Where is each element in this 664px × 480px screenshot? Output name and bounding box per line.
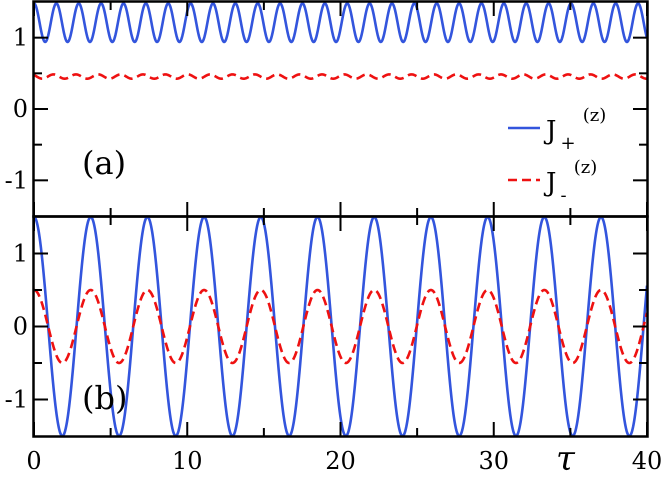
- panel-a-y-tick-label: 1: [13, 24, 28, 52]
- panel-a-series-j-plus-line: [33, 2, 649, 44]
- panel-b-y-tick-label: 0: [13, 313, 28, 341]
- panel-a: -1 0 1 (a) J + (z) J - (z): [5, 0, 649, 218]
- panel-b: -1 0 1 0 10 20 30 40 (b) τ: [5, 215, 662, 479]
- panel-a-series: [33, 2, 649, 80]
- legend-label-j-plus: J + (z): [543, 105, 606, 154]
- panel-b-frame: [32, 215, 649, 438]
- panel-a-label: (a): [82, 144, 126, 182]
- x-tick-label: 10: [172, 447, 203, 475]
- legend-label-j-minus: J - (z): [543, 157, 597, 206]
- x-tick-label: 40: [632, 447, 663, 475]
- panel-a-y-tick-label: -1: [5, 166, 28, 194]
- legend-j-plus-subscript: +: [561, 133, 576, 154]
- legend-j-plus-main: J: [543, 116, 556, 146]
- panel-b-label: (b): [82, 379, 127, 417]
- panel-b-series-j-minus-line: [33, 288, 649, 365]
- legend-j-minus-subscript: -: [561, 185, 567, 206]
- legend-j-minus-main: J: [543, 168, 556, 198]
- x-tick-label: 30: [478, 447, 509, 475]
- panel-a-y-tick-labels: -1 0 1: [5, 24, 28, 195]
- legend-j-minus-superscript: (z): [574, 157, 598, 178]
- panel-b-ticks: [33, 217, 648, 436]
- panel-b-x-tick-labels: 0 10 20 30 40: [26, 447, 662, 475]
- panel-b-y-tick-label: 1: [13, 240, 28, 268]
- panel-a-series-j-minus-line: [33, 73, 648, 80]
- panel-b-y-tick-labels: -1 0 1: [5, 240, 28, 414]
- x-tick-label: 0: [26, 447, 41, 475]
- panel-b-y-tick-label: -1: [5, 386, 28, 414]
- panel-a-ticks: [33, 2, 648, 216]
- panel-a-y-tick-label: 0: [13, 95, 28, 123]
- legend: J + (z) J - (z): [508, 105, 606, 206]
- legend-j-plus-superscript: (z): [583, 105, 607, 126]
- x-axis-label: τ: [556, 439, 576, 479]
- x-tick-label: 20: [325, 447, 356, 475]
